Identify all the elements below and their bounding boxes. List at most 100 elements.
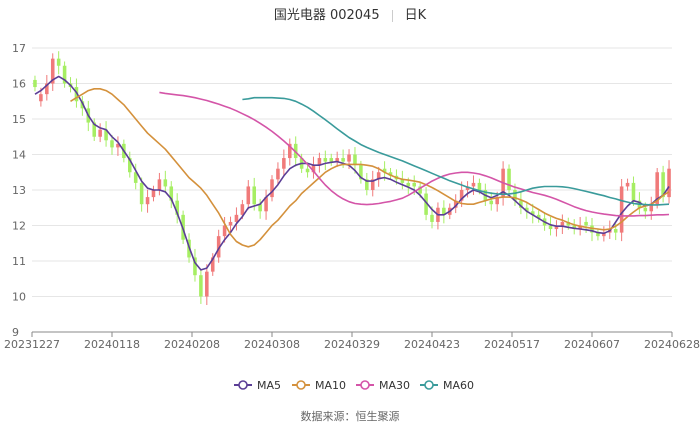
candle-body xyxy=(536,214,541,219)
candle-body xyxy=(619,186,624,233)
x-axis: 20231227 20240118 20240208 20240308 20240329… xyxy=(4,331,700,351)
x-tick-label: 20240308 xyxy=(244,338,300,351)
legend-label: MA5 xyxy=(257,379,281,392)
legend-item-ma60[interactable]: MA60 xyxy=(420,379,474,392)
candle-body xyxy=(39,94,43,102)
candle-body xyxy=(228,221,233,226)
candle-body xyxy=(74,87,79,102)
candle-body xyxy=(655,172,659,205)
candle-body xyxy=(507,168,511,190)
candle-body xyxy=(240,204,245,215)
candle-body xyxy=(376,172,381,180)
candle-body xyxy=(424,193,428,215)
candle-body xyxy=(353,154,357,166)
y-tick-label: 17 xyxy=(12,42,26,55)
legend-marker xyxy=(238,380,248,390)
candle-body xyxy=(613,229,618,233)
grid-lines xyxy=(32,47,672,333)
x-tick-label: 20240628 xyxy=(644,338,700,351)
legend-marker xyxy=(424,380,434,390)
candle-body xyxy=(151,190,156,198)
x-tick-label: 20240329 xyxy=(324,338,380,351)
candle-body xyxy=(98,129,102,137)
candle-body xyxy=(453,200,458,208)
candle-body xyxy=(430,214,434,222)
candle-body xyxy=(264,197,268,212)
candle-body xyxy=(234,214,239,222)
candle-body xyxy=(210,257,215,272)
ma60-line xyxy=(242,96,670,206)
candle-body xyxy=(45,83,49,95)
candle-body xyxy=(442,207,446,215)
moving-average-lines xyxy=(34,75,670,271)
period-label: 日K xyxy=(404,8,427,23)
candle-body xyxy=(205,271,209,297)
candle-body xyxy=(216,236,221,258)
legend-item-ma5[interactable]: MA5 xyxy=(234,379,281,392)
candle-body xyxy=(477,182,482,190)
x-tick-label: 20240517 xyxy=(484,338,540,351)
candle-body xyxy=(199,275,203,297)
candle-body xyxy=(418,186,422,194)
candle-body xyxy=(471,182,476,187)
legend-marker xyxy=(360,380,370,390)
candle-body xyxy=(288,143,292,159)
y-tick-label: 10 xyxy=(12,291,26,304)
candle-body xyxy=(649,204,654,212)
legend[interactable]: MA5 MA10 MA30 MA60 xyxy=(234,379,474,392)
candle-body xyxy=(400,179,405,183)
candle-body xyxy=(667,168,671,198)
candle-body xyxy=(519,200,523,208)
candle-body xyxy=(406,182,411,187)
candle-body xyxy=(116,143,120,148)
candle-body xyxy=(252,186,256,205)
stock-name-code: 国光电器 002045 xyxy=(273,8,380,23)
legend-item-ma10[interactable]: MA10 xyxy=(292,379,346,392)
candle-body xyxy=(329,158,334,162)
candle-body xyxy=(175,200,179,215)
candle-body xyxy=(631,182,636,201)
candle-body xyxy=(335,158,339,162)
candle-body xyxy=(33,79,37,88)
candle-body xyxy=(311,165,316,173)
y-tick-label: 15 xyxy=(12,113,26,126)
candle-body xyxy=(282,158,286,169)
candle-body xyxy=(554,225,559,230)
candle-body xyxy=(163,179,168,187)
candle-body xyxy=(56,58,61,66)
legend-label: MA60 xyxy=(443,379,474,392)
candle-body xyxy=(548,225,553,230)
ma5-line xyxy=(34,75,670,271)
candle-body xyxy=(139,182,144,205)
candle-body xyxy=(572,225,576,230)
candle-body xyxy=(382,168,387,173)
x-tick-label: 20240423 xyxy=(404,338,460,351)
legend-item-ma30[interactable]: MA30 xyxy=(356,379,410,392)
candle-body xyxy=(169,186,174,201)
y-tick-label: 16 xyxy=(12,78,26,91)
candle-body xyxy=(246,186,251,205)
candle-body xyxy=(370,179,375,190)
x-tick-label: 20240118 xyxy=(84,338,140,351)
title-separator xyxy=(391,9,393,22)
candle-body xyxy=(602,232,606,237)
candle-body xyxy=(359,165,363,180)
candle-body xyxy=(566,221,571,226)
candle-body xyxy=(193,257,197,276)
y-tick-label: 14 xyxy=(12,149,26,162)
candle-body xyxy=(62,65,67,84)
candle-body xyxy=(222,225,227,237)
x-tick-label: 20240208 xyxy=(164,338,220,351)
candle-body xyxy=(50,58,55,84)
candle-body xyxy=(513,190,517,201)
candle-body xyxy=(465,186,470,190)
candle-body xyxy=(110,140,114,148)
candle-body xyxy=(347,154,351,162)
candle-body xyxy=(489,200,494,205)
candle-body xyxy=(412,182,416,187)
x-tick-label: 20231227 xyxy=(4,338,60,351)
y-axis: 9 10 11 12 13 14 15 16 17 xyxy=(12,42,26,339)
candle-body xyxy=(661,172,665,198)
